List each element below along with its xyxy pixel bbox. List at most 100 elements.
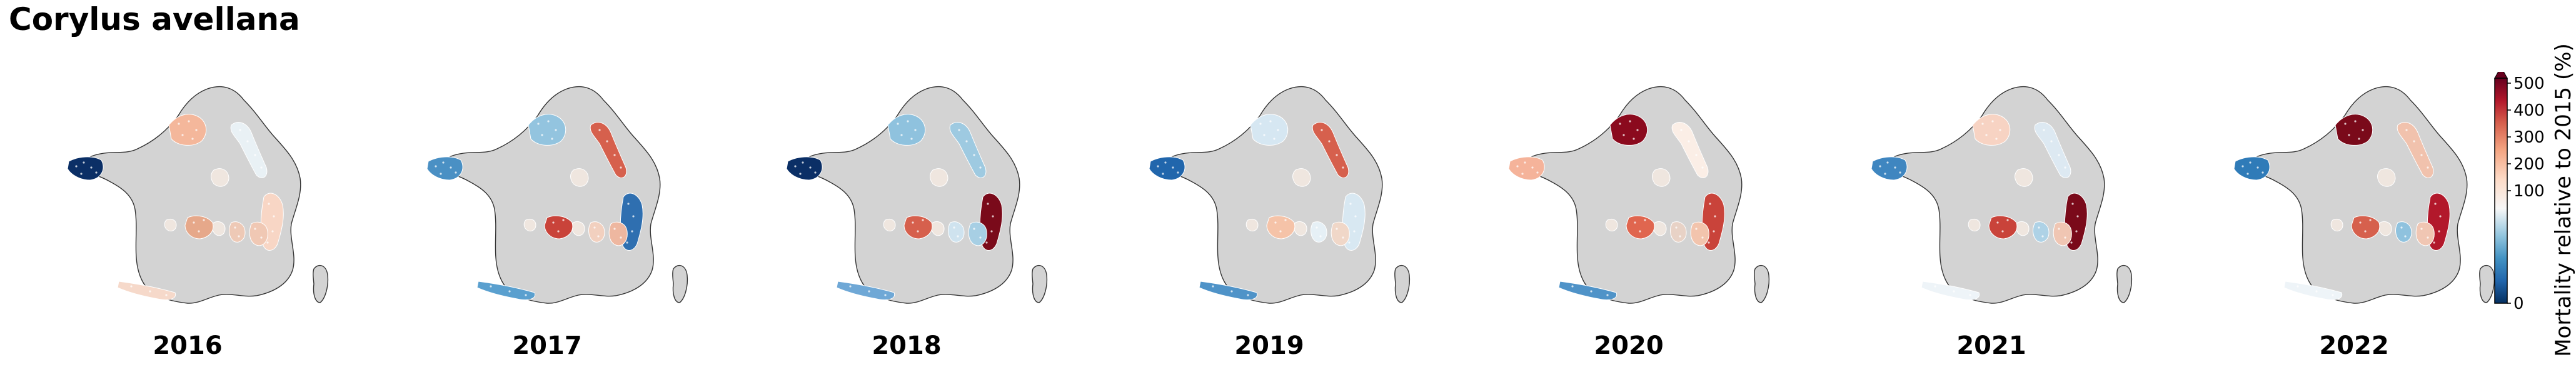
region-7 (1311, 221, 1327, 243)
map-panel-2016: 2016 (44, 56, 331, 369)
region-2 (528, 114, 566, 146)
region-5 (1626, 215, 1655, 239)
colorbar-tick-label: 0 (2513, 294, 2524, 313)
colorbar-label: Mortality relative to 2015 (%) (2551, 43, 2576, 357)
map-panel-2022: 2022 (2210, 56, 2498, 369)
region-7 (588, 221, 605, 243)
year-label: 2022 (2319, 331, 2389, 360)
year-label: 2019 (1234, 331, 1304, 360)
region-minor-1 (1652, 168, 1671, 187)
region-minor-1 (2377, 168, 2396, 187)
region-1 (1149, 156, 1185, 181)
colorbar-tick-label: 400 (2513, 101, 2545, 120)
region-6 (1331, 221, 1350, 246)
colorbar-tick-label: 100 (2513, 182, 2545, 201)
region-6 (249, 221, 268, 246)
region-2 (2335, 114, 2373, 146)
region-minor-1 (1292, 168, 1311, 187)
year-label: 2017 (512, 331, 582, 360)
france-map (1871, 86, 2133, 304)
region-6 (608, 221, 628, 246)
region-5 (184, 215, 214, 239)
region-8 (1921, 281, 1980, 301)
region-6 (2053, 221, 2072, 246)
corsica-outline (672, 264, 688, 303)
region-6 (2415, 221, 2435, 246)
france-map (786, 86, 1048, 304)
region-5 (544, 215, 573, 239)
region-5 (1266, 215, 1296, 239)
region-1 (1871, 156, 1908, 181)
region-7 (229, 221, 246, 243)
region-2 (887, 114, 926, 146)
region-minor-3 (1968, 218, 1981, 232)
year-label: 2016 (153, 331, 223, 360)
corsica-outline (2116, 264, 2133, 303)
france-map (67, 86, 329, 304)
region-7 (2395, 221, 2412, 243)
map-panel-2017: 2017 (403, 56, 691, 369)
colorbar-extend-arrow (2494, 72, 2508, 79)
france-map (426, 86, 688, 304)
region-3 (590, 122, 627, 178)
region-3 (230, 122, 268, 178)
region-5 (2351, 215, 2380, 239)
colorbar-tick-label: 500 (2513, 74, 2545, 93)
region-8 (476, 281, 536, 301)
year-label: 2018 (872, 331, 942, 360)
corsica-outline (2479, 264, 2495, 303)
colorbar: 500 400 300 200 100 0 (2494, 72, 2545, 313)
region-minor-3 (1605, 218, 1618, 232)
region-minor-1 (2015, 168, 2033, 187)
corsica-outline (1394, 264, 1411, 303)
region-minor-1 (211, 168, 229, 187)
region-3 (2397, 122, 2434, 178)
region-3 (949, 122, 987, 178)
region-1 (426, 156, 463, 181)
year-label: 2020 (1594, 331, 1664, 360)
region-8 (2283, 281, 2343, 301)
region-1 (1508, 156, 1545, 181)
region-minor-3 (523, 218, 536, 232)
region-3 (1312, 122, 1349, 178)
region-1 (67, 156, 104, 181)
region-6 (968, 221, 987, 246)
france-map (1149, 86, 1411, 304)
region-minor-3 (883, 218, 896, 232)
region-2 (1250, 114, 1289, 146)
region-1 (2233, 156, 2270, 181)
region-2 (168, 114, 207, 146)
region-8 (117, 281, 176, 301)
region-7 (1670, 221, 1687, 243)
france-map (2233, 86, 2495, 304)
colorbar-tick-label: 200 (2513, 155, 2545, 174)
map-panel-2019: 2019 (1125, 56, 1413, 369)
corsica-outline (313, 264, 329, 303)
region-6 (1690, 221, 1709, 246)
figure-title: Corylus avellana (9, 1, 300, 38)
region-minor-1 (570, 168, 589, 187)
map-panel-2020: 2020 (1485, 56, 1773, 369)
map-panel-2018: 2018 (763, 56, 1050, 369)
map-panel-2021: 2021 (1848, 56, 2135, 369)
region-3 (2034, 122, 2071, 178)
region-5 (1988, 215, 2018, 239)
region-8 (1558, 281, 1618, 301)
region-1 (786, 156, 823, 181)
region-minor-3 (2330, 218, 2343, 232)
region-7 (948, 221, 965, 243)
region-7 (2033, 221, 2050, 243)
region-minor-3 (1245, 218, 1259, 232)
region-3 (1671, 122, 1709, 178)
region-minor-1 (930, 168, 948, 187)
corsica-outline (1032, 264, 1048, 303)
region-2 (1972, 114, 2011, 146)
corsica-outline (1754, 264, 1770, 303)
region-5 (903, 215, 933, 239)
region-2 (1609, 114, 1648, 146)
colorbar-gradient (2494, 78, 2508, 304)
region-8 (836, 281, 895, 301)
france-map (1508, 86, 1770, 304)
year-label: 2021 (1956, 331, 2026, 360)
region-minor-3 (164, 218, 177, 232)
